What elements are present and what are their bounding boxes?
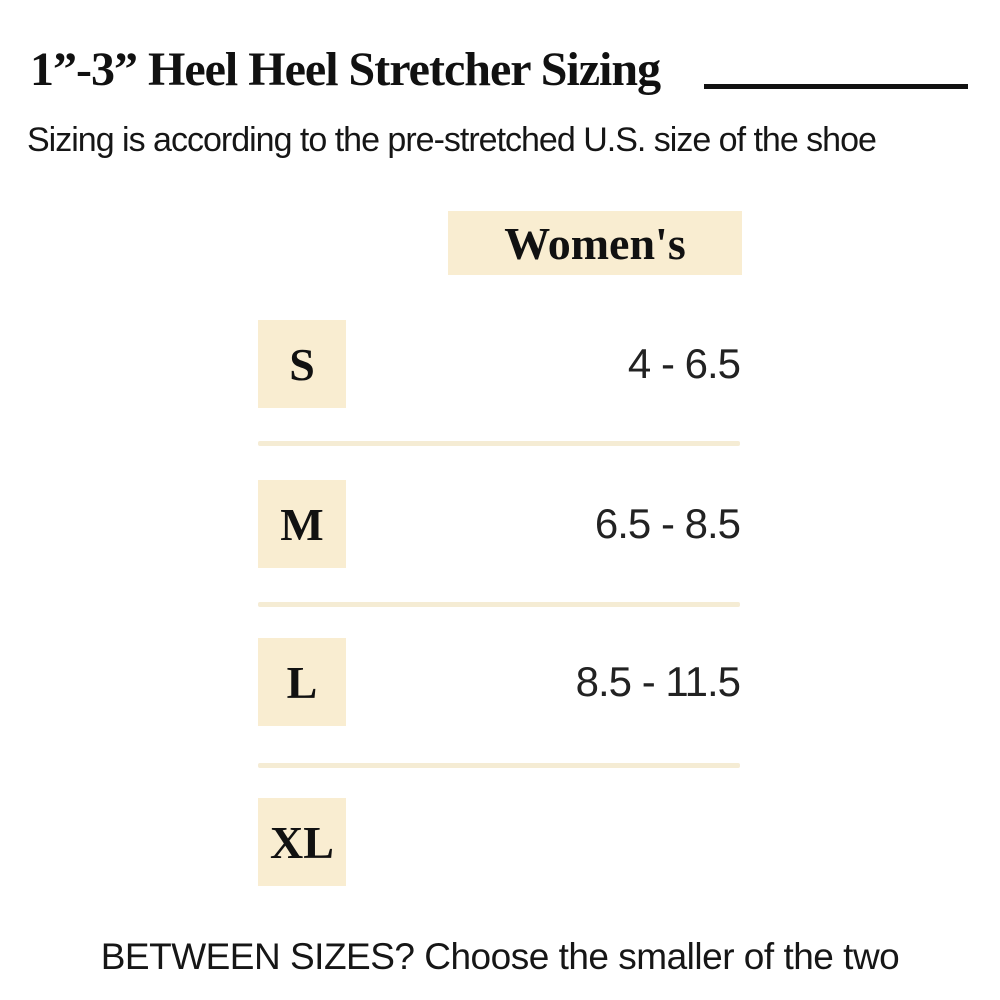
table-row: M 6.5 - 8.5 [258, 480, 741, 568]
between-sizes-note: BETWEEN SIZES? Choose the smaller of the… [100, 936, 900, 977]
size-range-l: 8.5 - 11.5 [575, 658, 741, 705]
page-subtitle: Sizing is according to the pre-stretched… [27, 121, 877, 159]
page-title: 1”-3” Heel Heel Stretcher Sizing [30, 43, 661, 96]
column-header-womens: Women's [448, 211, 742, 275]
size-label-l: L [258, 638, 346, 726]
row-divider [258, 763, 740, 768]
size-label-xl: XL [258, 798, 346, 886]
table-row: L 8.5 - 11.5 [258, 638, 741, 726]
size-range-s: 4 - 6.5 [627, 340, 741, 387]
size-label-m: M [258, 480, 346, 568]
size-label-s: S [258, 320, 346, 408]
table-row: XL [258, 798, 740, 886]
row-divider [258, 441, 740, 446]
row-divider [258, 602, 740, 607]
title-underline-rule [704, 84, 968, 89]
size-range-m: 6.5 - 8.5 [594, 500, 741, 547]
table-row: S 4 - 6.5 [258, 320, 741, 408]
